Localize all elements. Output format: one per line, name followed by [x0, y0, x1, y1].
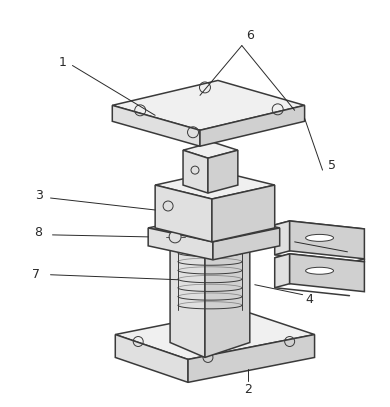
Text: 2: 2 [244, 383, 252, 396]
Text: 5: 5 [328, 159, 335, 172]
Polygon shape [188, 335, 315, 382]
Polygon shape [205, 242, 250, 357]
Polygon shape [183, 142, 238, 158]
Polygon shape [275, 254, 290, 288]
Circle shape [163, 201, 173, 211]
Text: 7: 7 [32, 268, 39, 281]
Polygon shape [275, 254, 364, 266]
Text: 6: 6 [246, 29, 254, 42]
Polygon shape [183, 150, 208, 193]
Polygon shape [275, 221, 290, 255]
Polygon shape [349, 259, 364, 266]
Polygon shape [148, 214, 280, 242]
Polygon shape [155, 185, 212, 242]
Polygon shape [115, 335, 188, 382]
Polygon shape [275, 221, 364, 233]
Circle shape [169, 231, 181, 243]
Ellipse shape [306, 234, 333, 241]
Text: 3: 3 [35, 188, 43, 201]
Text: 4: 4 [306, 293, 314, 306]
Text: 8: 8 [35, 226, 43, 239]
Polygon shape [115, 310, 315, 359]
Polygon shape [200, 105, 305, 146]
Polygon shape [112, 105, 200, 146]
Polygon shape [208, 150, 238, 193]
Polygon shape [155, 171, 275, 199]
Polygon shape [212, 185, 275, 242]
Text: 1: 1 [58, 56, 66, 69]
Polygon shape [170, 227, 250, 255]
Polygon shape [148, 228, 213, 260]
Ellipse shape [306, 267, 333, 274]
Polygon shape [170, 240, 205, 357]
Text: 9: 9 [353, 248, 362, 261]
Polygon shape [290, 221, 364, 259]
Polygon shape [290, 254, 364, 292]
Polygon shape [213, 228, 280, 260]
Polygon shape [112, 81, 305, 130]
